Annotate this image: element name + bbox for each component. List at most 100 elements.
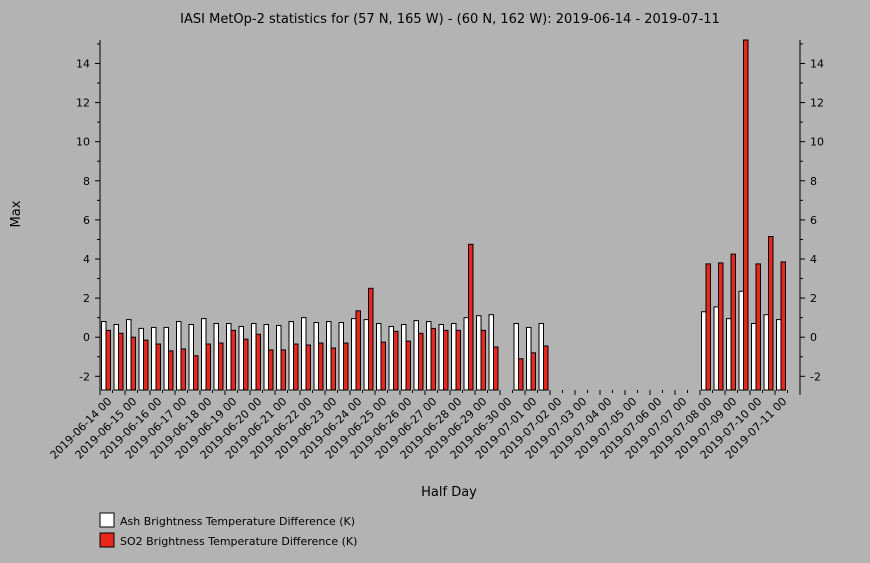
ash-bar: [138, 327, 144, 391]
ash-bar: [476, 315, 482, 391]
so2-bar: [418, 332, 424, 391]
ash-bar: [701, 311, 707, 391]
so2-bar: [305, 344, 311, 391]
so2-bar: [530, 352, 536, 391]
so2-bar: [430, 327, 436, 391]
so2-bar: [780, 261, 786, 391]
ash-bar: [263, 324, 269, 391]
y-tick-label-right: 6: [810, 214, 817, 227]
legend-swatch-ash: [99, 512, 115, 528]
so2-bar: [193, 355, 199, 391]
ash-bar: [513, 323, 519, 391]
y-tick-label-left: 4: [83, 253, 90, 266]
so2-bar: [180, 348, 186, 391]
so2-bar: [355, 310, 361, 391]
ash-bar: [776, 319, 782, 391]
ash-bar: [713, 306, 719, 391]
ash-bar: [488, 314, 494, 391]
ash-bar: [751, 323, 757, 391]
so2-bar: [480, 329, 486, 391]
so2-bar: [730, 253, 736, 391]
y-tick-label-left: 10: [76, 136, 90, 149]
ash-bar: [363, 319, 369, 391]
ash-bar: [163, 326, 169, 391]
so2-bar: [343, 342, 349, 391]
so2-bar: [393, 330, 399, 391]
so2-bar: [493, 346, 499, 391]
legend-swatch-so2: [99, 532, 115, 548]
so2-bar: [380, 341, 386, 391]
so2-bar: [543, 345, 549, 391]
ash-bar: [538, 323, 544, 391]
so2-bar: [755, 263, 761, 391]
ash-bar: [738, 290, 744, 391]
y-tick-label-right: 0: [810, 331, 817, 344]
y-tick-label-right: 2: [810, 292, 817, 305]
ash-bar: [351, 318, 357, 391]
plot-area: -2 -2 0 0 2 2 4 4 6 6 8 8 10 10 12 12 14 14 2019-06-14 00…: [48, 39, 824, 462]
so2-bar: [118, 332, 124, 391]
so2-bar: [405, 340, 411, 391]
y-tick-label-left: 2: [83, 292, 90, 305]
so2-bar: [705, 263, 711, 391]
so2-bar: [130, 336, 136, 391]
so2-bar: [368, 287, 374, 391]
so2-bar: [468, 243, 474, 391]
x-axis-label: Half Day: [421, 485, 477, 500]
y-tick-label-left: 12: [76, 97, 90, 110]
so2-bar: [293, 343, 299, 391]
y-ticks-layer: -2 -2 0 0 2 2 4 4 6 6 8 8 10 10 12 12 14 14: [76, 43, 824, 383]
legend: Ash Brightness Temperature Difference (K…: [99, 512, 357, 548]
ash-bar: [338, 322, 344, 391]
ash-bar: [313, 322, 319, 391]
ash-bar: [126, 319, 132, 391]
so2-bar: [280, 349, 286, 391]
y-tick-label-right: 8: [810, 175, 817, 188]
ash-bar: [376, 323, 382, 391]
y-tick-label-left: 8: [83, 175, 90, 188]
y-tick-label-left: 6: [83, 214, 90, 227]
so2-bar: [268, 349, 274, 391]
ash-bar: [113, 324, 119, 391]
ash-bar: [288, 321, 294, 391]
so2-bar: [243, 338, 249, 391]
so2-bar: [443, 329, 449, 391]
ash-bar: [326, 321, 332, 391]
so2-bar: [143, 339, 149, 391]
ash-bar: [526, 326, 532, 391]
legend-label-so2: SO2 Brightness Temperature Difference (K…: [120, 535, 357, 548]
so2-bar: [743, 39, 749, 391]
so2-bar: [455, 329, 461, 391]
ash-bar: [301, 317, 307, 391]
so2-bar: [168, 350, 174, 391]
ash-bar: [401, 324, 407, 391]
ash-bar: [463, 317, 469, 391]
ash-bar: [763, 314, 769, 391]
ash-bar: [276, 324, 282, 391]
ash-bar: [238, 325, 244, 391]
y-tick-label-right: 4: [810, 253, 817, 266]
y-axis-label: Max: [9, 200, 24, 227]
y-tick-label-right: 12: [810, 97, 824, 110]
y-tick-label-left: 0: [83, 331, 90, 344]
so2-bar: [318, 342, 324, 391]
ash-bar: [251, 323, 257, 391]
so2-bar: [105, 329, 111, 391]
ash-bar: [151, 326, 157, 391]
ash-bar: [176, 321, 182, 391]
so2-bar: [330, 347, 336, 391]
ash-bar: [188, 324, 194, 391]
ash-bar: [438, 324, 444, 391]
y-tick-label-right: -2: [810, 370, 821, 383]
ash-bar: [226, 323, 232, 391]
legend-label-ash: Ash Brightness Temperature Difference (K…: [120, 515, 355, 528]
so2-bar: [518, 358, 524, 391]
ash-bar: [426, 321, 432, 391]
ash-bar: [451, 323, 457, 391]
y-tick-label-left: 14: [76, 57, 90, 70]
ash-bar: [213, 323, 219, 391]
so2-bar: [230, 329, 236, 391]
y-tick-label-right: 10: [810, 136, 824, 149]
